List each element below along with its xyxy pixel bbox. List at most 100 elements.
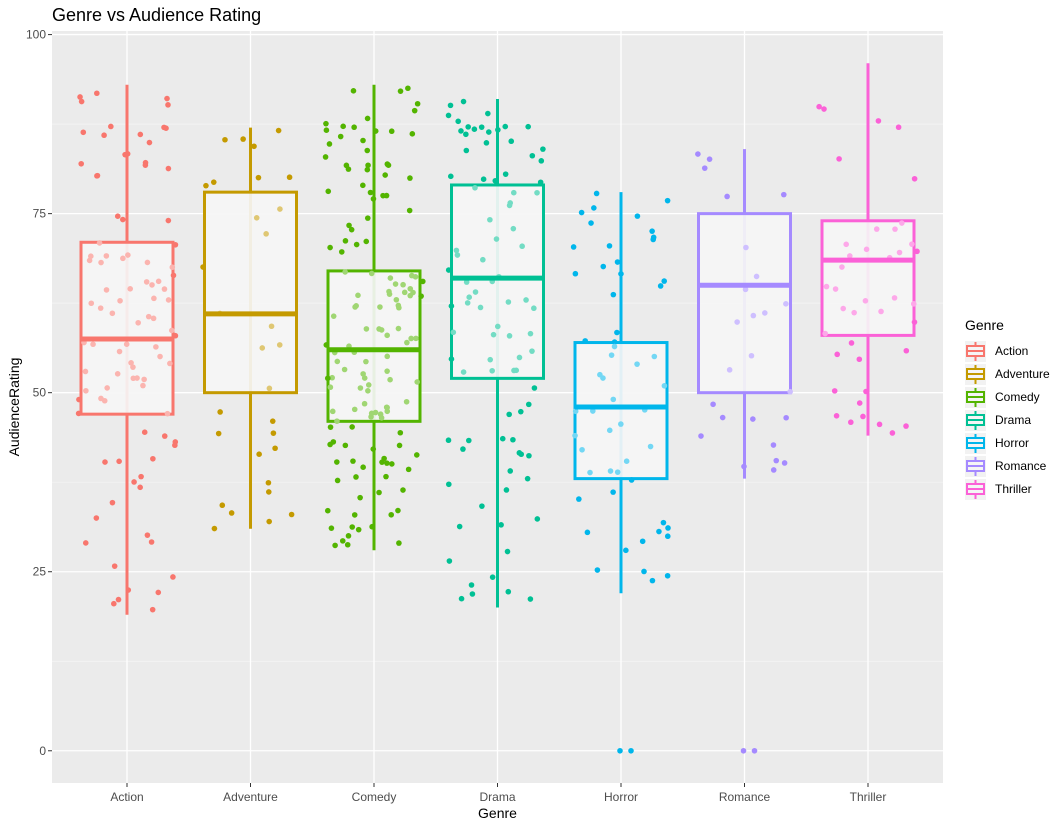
data-point <box>327 424 334 430</box>
data-point <box>610 489 616 495</box>
data-point <box>157 353 163 360</box>
data-point <box>141 376 147 383</box>
data-point <box>847 253 853 259</box>
data-point <box>816 103 822 110</box>
data-point <box>172 332 179 339</box>
data-point <box>339 538 346 544</box>
data-point <box>329 374 335 381</box>
data-point <box>323 342 330 348</box>
data-point <box>330 313 337 319</box>
data-point <box>103 287 110 293</box>
data-point <box>478 124 485 130</box>
data-point <box>360 137 366 144</box>
data-point <box>161 433 168 439</box>
box-body <box>326 269 422 423</box>
data-point <box>851 309 857 316</box>
data-point <box>389 461 395 467</box>
data-point <box>406 207 413 214</box>
data-point <box>376 489 382 496</box>
data-point <box>493 236 500 242</box>
data-point <box>506 411 512 418</box>
data-point <box>895 124 902 131</box>
data-point <box>623 458 630 465</box>
data-point <box>593 190 600 197</box>
data-point <box>460 446 466 452</box>
data-point <box>386 288 392 295</box>
data-point <box>606 243 613 249</box>
data-point <box>418 293 424 299</box>
y-tick-label: 75 <box>33 207 47 221</box>
legend-label-horror: Horror <box>995 436 1029 450</box>
data-point <box>572 432 578 439</box>
data-point <box>873 226 880 232</box>
data-point <box>360 464 366 471</box>
data-point <box>349 524 356 530</box>
data-point <box>149 606 156 613</box>
data-point <box>363 238 370 245</box>
data-point <box>240 136 246 142</box>
data-point <box>334 358 341 365</box>
data-point <box>163 125 169 131</box>
chart-title: Genre vs Audience Rating <box>52 5 262 25</box>
data-point <box>823 283 830 290</box>
data-point <box>576 496 582 502</box>
data-point <box>770 442 777 448</box>
data-point <box>164 95 170 102</box>
data-point <box>856 356 863 363</box>
data-point <box>411 107 418 114</box>
data-point <box>75 410 82 417</box>
data-point <box>464 300 471 306</box>
y-tick-label: 25 <box>33 565 47 579</box>
data-point <box>361 400 368 407</box>
data-point <box>255 174 262 181</box>
data-point <box>155 278 162 285</box>
data-point <box>329 408 336 415</box>
data-point <box>351 406 358 413</box>
data-point <box>217 409 223 415</box>
data-point <box>144 532 151 538</box>
legend-label-thriller: Thriller <box>995 482 1032 496</box>
data-point <box>360 182 366 189</box>
data-point <box>165 165 172 172</box>
data-point <box>170 272 177 279</box>
x-tick-label: Drama <box>479 790 515 804</box>
data-point <box>111 563 118 569</box>
data-point <box>140 382 146 389</box>
data-point <box>410 289 416 296</box>
data-point <box>125 252 131 258</box>
data-point <box>109 499 116 506</box>
data-point <box>408 335 414 342</box>
data-point <box>383 473 389 480</box>
data-point <box>903 347 910 354</box>
data-point <box>161 286 168 292</box>
data-point <box>364 115 371 122</box>
data-point <box>647 443 654 450</box>
data-point <box>660 519 667 526</box>
data-point <box>719 414 726 421</box>
legend-label-romance: Romance <box>995 459 1047 473</box>
data-point <box>753 273 760 280</box>
data-point <box>172 241 179 248</box>
data-point <box>377 304 383 310</box>
data-point <box>380 192 386 199</box>
data-point <box>323 120 329 127</box>
box-body <box>79 240 175 416</box>
data-point <box>570 244 577 250</box>
data-point <box>485 110 491 117</box>
data-point <box>862 298 869 304</box>
data-point <box>90 341 96 348</box>
data-point <box>387 275 394 281</box>
data-point <box>458 128 464 134</box>
data-point <box>165 297 172 303</box>
data-point <box>101 132 107 139</box>
data-point <box>360 371 366 377</box>
data-point <box>97 305 104 311</box>
data-point <box>508 138 515 145</box>
data-point <box>141 429 148 436</box>
data-point <box>344 541 351 548</box>
data-point <box>348 226 355 233</box>
data-point <box>504 548 511 555</box>
x-tick-label: Adventure <box>223 790 278 804</box>
data-point <box>843 241 850 248</box>
data-point <box>115 596 122 603</box>
